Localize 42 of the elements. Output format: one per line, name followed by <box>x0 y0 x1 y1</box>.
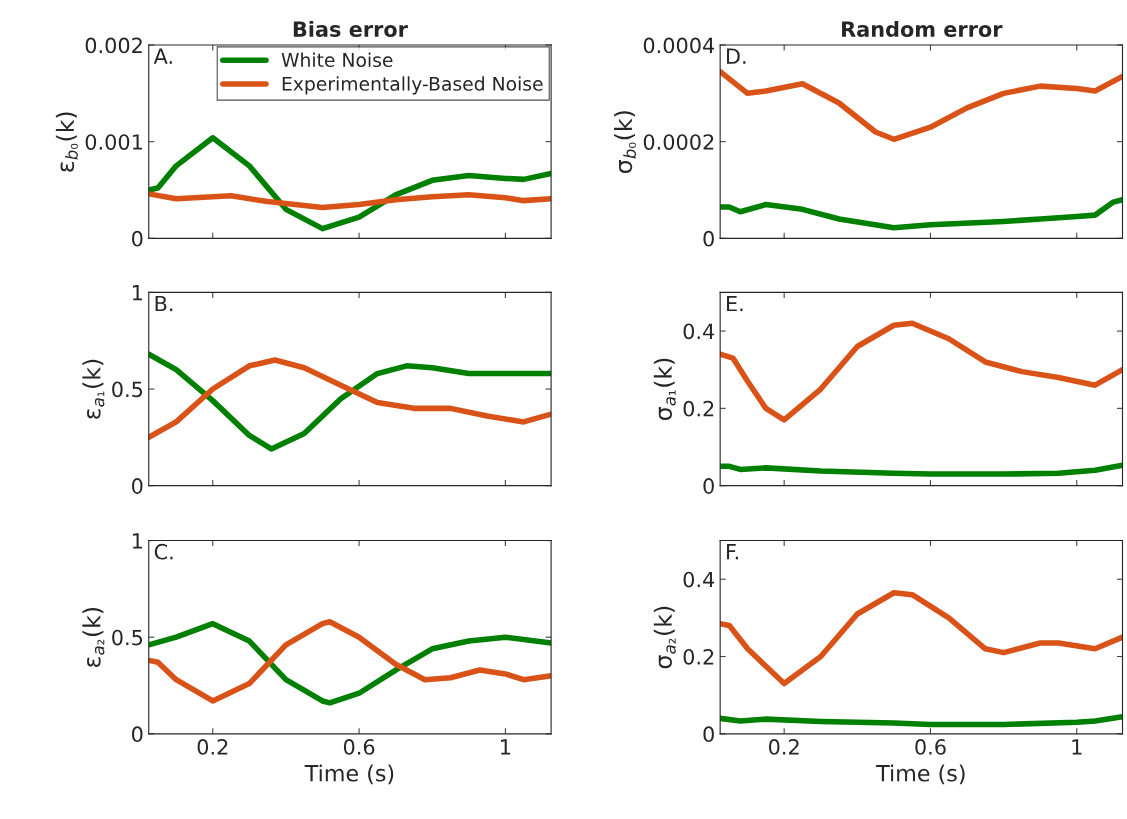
y-tick-label: 0.2 <box>683 648 714 665</box>
y-tick-label: 0.2 <box>683 400 714 417</box>
y-tick-label: 0 <box>703 726 714 743</box>
x-tick-label: 1 <box>501 739 511 755</box>
y-tick-label: 0 <box>132 726 143 743</box>
y-tick-label: 0.5 <box>112 381 143 398</box>
y-tick-label: 1 <box>132 285 142 301</box>
y-tick-label: 1 <box>132 533 142 549</box>
x-tick-label: 1 <box>1072 739 1082 755</box>
y-axis-title: σ$_{a₁}$(k) <box>653 358 676 421</box>
y-axis-title: σ$_{a₂}$(k) <box>653 606 676 669</box>
y-tick-label: 0.5 <box>112 629 143 646</box>
annotation: C. <box>154 543 173 560</box>
annotation: B. <box>155 295 173 312</box>
y-tick-label: 0 <box>132 478 143 494</box>
y-tick-label: 0 <box>132 230 143 247</box>
y-tick-label: 0 <box>703 230 714 247</box>
y-axis-title: ε$_{a₁}$(k) <box>82 359 105 419</box>
x-tick-label: 0.6 <box>915 739 946 755</box>
y-tick-label: 0.0004 <box>643 37 715 54</box>
y-axis-title: ε$_{b₀}$(k) <box>55 112 78 172</box>
annotation: A. <box>153 48 172 64</box>
x-axis-title: Time (s) <box>304 764 394 785</box>
x-tick-label: 0.6 <box>343 739 375 755</box>
x-tick-label: 0.2 <box>197 739 228 755</box>
chart-title: Bias error <box>293 20 408 38</box>
y-axis-title: σ$_{b₀}$(k) <box>613 111 637 173</box>
y-tick-label: 0.4 <box>683 571 715 588</box>
annotation: E. <box>727 295 743 312</box>
y-tick-label: 0 <box>703 478 714 494</box>
y-tick-label: 0.001 <box>85 134 142 150</box>
x-axis-title: Time (s) <box>876 764 965 785</box>
annotation: D. <box>727 48 746 64</box>
y-tick-label: 0.0002 <box>643 134 714 150</box>
legend-label: White Noise <box>281 52 393 68</box>
annotation: F. <box>727 544 738 560</box>
y-tick-label: 0.002 <box>85 37 142 54</box>
x-tick-label: 0.2 <box>768 739 799 755</box>
y-tick-label: 0.4 <box>683 323 715 340</box>
chart-title: Random error <box>842 20 1003 38</box>
y-axis-title: ε$_{a₂}$(k) <box>82 608 105 667</box>
legend-label: Experimentally-Based Noise <box>282 76 543 95</box>
